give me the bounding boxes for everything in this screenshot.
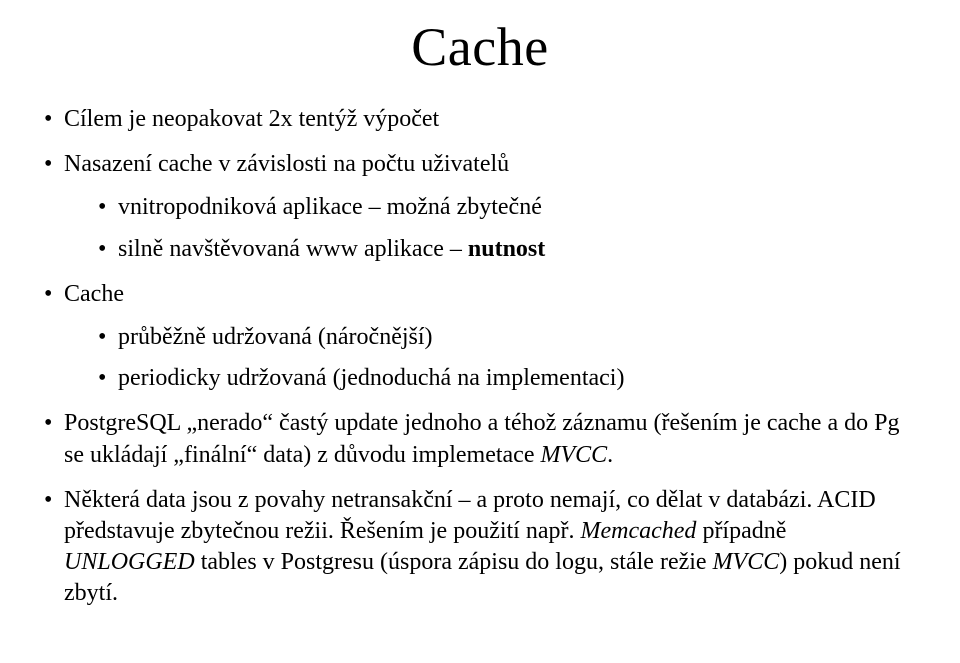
bullet-text-italic: UNLOGGED [64,549,195,575]
sub-text: průběžně udržovaná (náročnější) [118,324,433,350]
sub-text: periodicky udržovaná (jednoduchá na impl… [118,365,624,391]
bullet-text: Nasazení cache v závislosti na počtu uži… [64,151,509,177]
bullet-item: Cílem je neopakovat 2x tentýž výpočet [44,104,916,135]
sub-text: vnitropodniková aplikace – možná zbytečn… [118,194,542,220]
bullet-text: PostgreSQL „nerado“ častý update jednoho… [64,410,899,467]
bullet-text-italic: MVCC [713,549,780,575]
sub-item: vnitropodniková aplikace – možná zbytečn… [98,192,916,223]
slide: Cache Cílem je neopakovat 2x tentýž výpo… [0,0,960,663]
sub-item: silně navštěvovaná www aplikace – nutnos… [98,234,916,265]
bullet-text: tables v Postgresu (úspora zápisu do log… [195,549,713,575]
bullet-text: Cílem je neopakovat 2x tentýž výpočet [64,106,439,132]
bullet-text: případně [696,518,786,544]
bullet-text-italic: MVCC [540,442,607,468]
bullet-item: PostgreSQL „nerado“ častý update jednoho… [44,408,916,470]
sub-list: průběžně udržovaná (náročnější) periodic… [64,322,916,394]
bullet-text: . [607,442,613,468]
bullet-item: Cache průběžně udržovaná (náročnější) pe… [44,279,916,395]
bullet-text-italic: Memcached [581,518,697,544]
sub-item: průběžně udržovaná (náročnější) [98,322,916,353]
sub-item: periodicky udržovaná (jednoduchá na impl… [98,363,916,394]
sub-list: vnitropodniková aplikace – možná zbytečn… [64,192,916,264]
sub-text: silně navštěvovaná www aplikace – [118,236,468,262]
sub-text-bold: nutnost [468,236,545,262]
slide-title: Cache [44,16,916,78]
bullet-text: Cache [64,281,124,307]
bullet-item: Některá data jsou z povahy netransakční … [44,485,916,610]
bullet-list: Cílem je neopakovat 2x tentýž výpočet Na… [44,104,916,609]
bullet-item: Nasazení cache v závislosti na počtu uži… [44,149,916,265]
